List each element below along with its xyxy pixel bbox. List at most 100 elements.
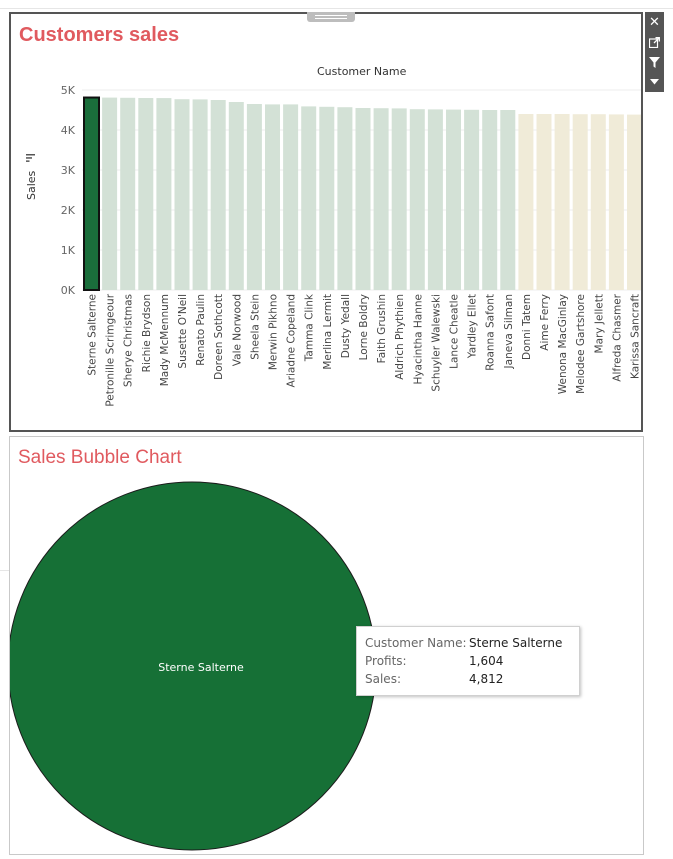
x-tick-label[interactable]: Tamma Clink [304,293,316,362]
bar[interactable] [518,114,534,290]
tooltip-row-sales: Sales: 4,812 [365,672,503,686]
bar[interactable] [355,108,371,290]
bar[interactable] [482,110,498,290]
panel-title: Customers sales [19,24,180,46]
x-tick-label[interactable]: Faith Grushin [376,294,388,363]
x-tick-label[interactable]: Wenona MacGinlay [557,294,569,394]
customers-sales-panel[interactable]: Customers sales Customer Name Sales 0K 1K… [9,12,643,432]
x-tick-label[interactable]: Doreen Sothcott [213,294,225,380]
y-axis-ticks: 0K 1K 2K 3K 4K 5K [61,84,76,297]
bar[interactable] [554,114,570,290]
filter-button[interactable] [645,52,664,72]
x-tick-label[interactable]: Sherye Christmas [123,294,135,387]
x-tick-label[interactable]: Renato Paulin [195,294,207,366]
x-axis-labels: Sterne Salterne Petronille Scrimgeour Sher… [87,293,642,407]
bar-chart: 0K 1K 2K 3K 4K 5K Sterne Salterne Petronille S… [61,84,642,407]
x-tick-label[interactable]: Lance Cheatle [449,294,461,369]
sales-bubble-panel[interactable]: Sales Bubble Chart Sterne Salterne Custo… [9,436,644,855]
x-tick-label[interactable]: Sheela Stein [249,294,261,360]
bar[interactable] [572,114,588,290]
y-tick-label: 3K [61,164,76,177]
x-tick-label[interactable]: Petronille Scrimgeour [105,293,117,406]
bar[interactable] [409,109,425,290]
tooltip-value: 1,604 [469,654,504,668]
column-header: Customer Name [317,65,407,78]
x-tick-label[interactable]: Susette O'Neil [177,294,189,369]
x-tick-label[interactable]: Melodee Gartshore [575,294,587,394]
bars [83,96,641,291]
bar[interactable] [500,110,516,290]
tooltip-row-customer: Customer Name: Sterne Salterne [365,636,562,650]
bar[interactable] [120,97,136,290]
bar[interactable] [192,99,208,291]
x-tick-label[interactable]: Dusty Yedall [340,294,352,358]
x-tick-label[interactable]: Aime Ferry [539,294,551,351]
bar[interactable] [391,108,407,291]
bar[interactable] [156,98,172,290]
bar[interactable] [627,114,641,290]
drag-handle[interactable] [307,12,355,22]
tooltip-key: Profits: [365,654,407,668]
tooltip-value: Sterne Salterne [469,636,563,650]
bar[interactable] [265,104,280,291]
y-tick-label: 0K [61,284,76,297]
x-tick-label[interactable]: Alfreda Chasmer [611,293,623,381]
y-tick-label: 5K [61,84,76,97]
x-tick-label[interactable]: Janeva Silman [503,294,515,369]
bubble-label: Sterne Salterne [158,661,244,674]
popout-icon [649,36,660,48]
background-gridline [0,570,9,571]
tooltip-value: 4,812 [469,672,504,686]
bar[interactable] [246,104,262,290]
tooltip-key: Customer Name: [365,636,467,650]
bar[interactable] [446,109,461,290]
y-tick-label: 2K [61,204,76,217]
popout-button[interactable] [645,32,664,52]
sort-icon[interactable] [26,153,36,163]
x-tick-label[interactable]: Roanna Safont [485,294,497,371]
x-tick-label[interactable]: Karissa Sancraft [630,294,642,379]
x-tick-label[interactable]: Merwin Pikhno [268,294,280,370]
bar[interactable] [283,104,299,291]
tooltip: Customer Name: Sterne Salterne Profits: 1,… [356,626,580,696]
y-tick-label: 1K [61,244,76,257]
dropdown-arrow-icon [650,79,659,85]
bar[interactable] [337,107,353,290]
x-tick-label[interactable]: Richie Brydson [141,294,153,372]
bar[interactable] [536,114,552,290]
bar[interactable] [590,114,606,290]
bar[interactable] [210,100,226,290]
x-tick-label[interactable]: Hyacintha Hanne [412,294,424,385]
bar[interactable] [319,106,335,290]
close-icon: ✕ [649,14,660,30]
filter-icon [649,56,660,68]
x-tick-label[interactable]: Merlina Lermit [322,294,334,370]
bar[interactable] [608,114,624,291]
floating-toolbar: ✕ [645,12,664,92]
x-tick-label[interactable]: Sterne Salterne [87,294,99,376]
bar[interactable] [83,96,100,291]
background-gridline [0,8,673,9]
bar[interactable] [464,109,480,290]
x-tick-label[interactable]: Donni Tatem [521,294,533,360]
bar[interactable] [427,109,443,291]
bar[interactable] [373,108,389,290]
close-button[interactable]: ✕ [645,12,664,32]
tooltip-row-profits: Profits: 1,604 [365,654,503,668]
panel-title: Sales Bubble Chart [18,447,182,468]
x-tick-label[interactable]: Mady McMennum [159,294,171,386]
x-tick-label[interactable]: Vale Norwood [231,294,243,366]
bar[interactable] [138,98,154,290]
more-options-button[interactable] [645,72,664,92]
bar[interactable] [301,106,317,291]
x-tick-label[interactable]: Lorne Boldry [358,294,370,360]
bar[interactable] [174,99,190,290]
x-tick-label[interactable]: Aldrich Phythien [394,294,406,380]
bar[interactable] [102,97,118,290]
x-tick-label[interactable]: Yardley Ellet [467,294,479,359]
x-tick-label[interactable]: Schuyler Walewski [430,294,442,392]
x-tick-label[interactable]: Mary Jellett [593,294,605,353]
tooltip-key: Sales: [365,672,401,686]
x-tick-label[interactable]: Ariadne Copeland [286,294,298,388]
bar[interactable] [228,102,244,290]
